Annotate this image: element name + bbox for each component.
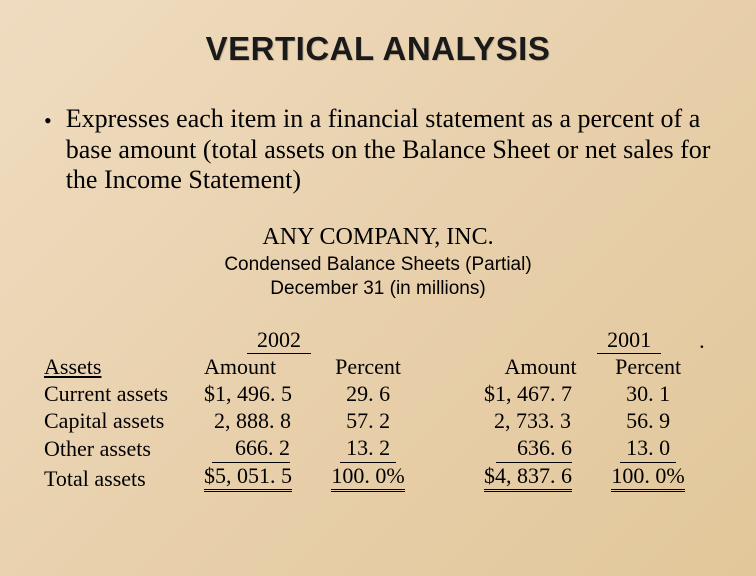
year-2001: 2001 — [597, 327, 661, 355]
trailing-dot: . — [699, 327, 716, 355]
table-header-row: Assets Amount Percent Amount Percent — [44, 354, 716, 381]
balance-sheet-table: 2002 2001 . Assets Amount Percent Amount… — [44, 327, 716, 493]
row-percent-1: 13. 2 — [317, 435, 419, 463]
row-amount-1: $1, 496. 5 — [204, 381, 317, 408]
row-label: Capital assets — [44, 408, 204, 435]
amount-header-2: Amount — [466, 354, 597, 381]
company-name: ANY COMPANY, INC. — [40, 224, 716, 251]
bullet-icon: • — [44, 106, 52, 136]
row-amount-1: 666. 2 — [204, 435, 317, 463]
amount-header-1: Amount — [204, 354, 317, 381]
bullet-item: • Expresses each item in a financial sta… — [44, 104, 716, 196]
row-amount-1: 2, 888. 8 — [204, 408, 317, 435]
row-percent-1: 57. 2 — [317, 408, 419, 435]
row-percent-2: 56. 9 — [597, 408, 699, 435]
row-amount-2: $4, 837. 6 — [466, 463, 597, 493]
row-amount-2: 636. 6 — [466, 435, 597, 463]
table-row: Current assets $1, 496. 5 29. 6 $1, 467.… — [44, 381, 716, 408]
row-percent-2: 100. 0% — [597, 463, 699, 493]
row-amount-2: $1, 467. 7 — [466, 381, 597, 408]
subtitle-line1: Condensed Balance Sheets (Partial) — [224, 254, 531, 275]
percent-header-2: Percent — [597, 354, 699, 381]
slide-title: VERTICAL ANALYSIS — [40, 30, 716, 68]
table-row-total: Total assets $5, 051. 5 100. 0% $4, 837.… — [44, 463, 716, 493]
row-percent-1: 29. 6 — [317, 381, 419, 408]
row-label: Other assets — [44, 435, 204, 463]
slide: VERTICAL ANALYSIS • Expresses each item … — [0, 0, 756, 576]
percent-header-1: Percent — [317, 354, 419, 381]
row-amount-1: $5, 051. 5 — [204, 463, 317, 493]
row-percent-2: 13. 0 — [597, 435, 699, 463]
row-percent-2: 30. 1 — [597, 381, 699, 408]
row-label: Current assets — [44, 381, 204, 408]
subtitle-line2: December 31 (in millions) — [270, 278, 485, 299]
row-label: Total assets — [44, 463, 204, 493]
row-percent-1: 100. 0% — [317, 463, 419, 493]
table-row: Capital assets 2, 888. 8 57. 2 2, 733. 3… — [44, 408, 716, 435]
table-year-row: 2002 2001 . — [44, 327, 716, 355]
assets-header: Assets — [44, 354, 101, 379]
table-row: Other assets 666. 2 13. 2 636. 6 13. 0 — [44, 435, 716, 463]
sheet-subtitle: Condensed Balance Sheets (Partial) Decem… — [40, 253, 716, 301]
bullet-text: Expresses each item in a financial state… — [66, 104, 716, 196]
year-2002: 2002 — [247, 327, 311, 355]
row-amount-2: 2, 733. 3 — [466, 408, 597, 435]
